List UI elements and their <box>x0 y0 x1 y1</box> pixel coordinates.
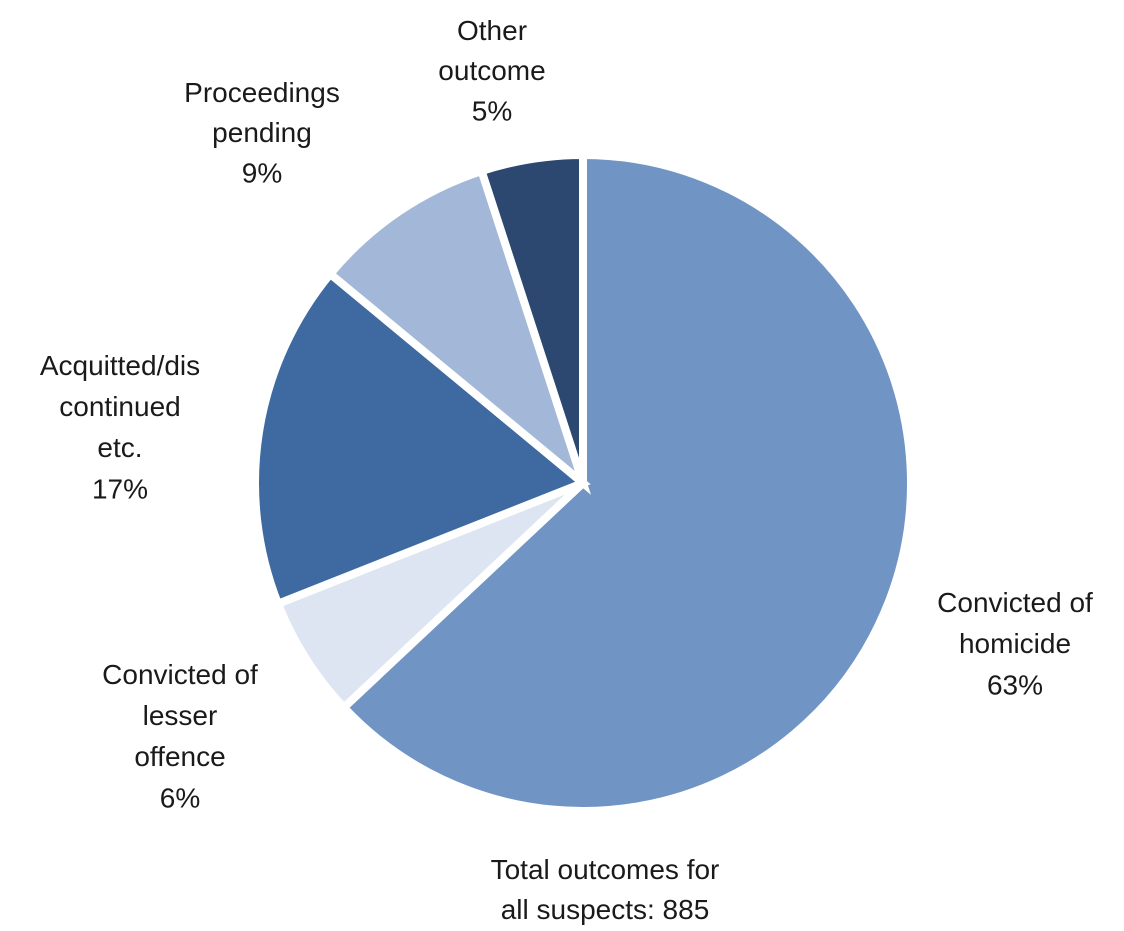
label-line: outcome <box>438 55 545 86</box>
label-line: Proceedings <box>184 77 340 108</box>
slice-label: Acquitted/dis continued etc. <box>40 350 200 463</box>
annotation: Total outcomes for all suspects: 885 <box>491 854 720 925</box>
label-line: lesser <box>143 700 218 731</box>
label-line: pending <box>212 117 312 148</box>
label-line: all suspects: 885 <box>501 894 710 925</box>
label-line: Convicted of <box>102 659 258 690</box>
label-line: Other <box>457 15 527 46</box>
label-line: Convicted of <box>937 587 1093 618</box>
pie-slice <box>251 268 591 609</box>
value-label: 6% <box>160 782 200 813</box>
label-line: Total outcomes for <box>491 854 720 885</box>
value-label: 5% <box>472 95 512 126</box>
value-label: 17% <box>92 473 148 504</box>
pie-slice <box>476 150 587 485</box>
label-line: Acquitted/dis <box>40 350 200 381</box>
slice-label: Other outcome <box>438 15 545 86</box>
value-label: 9% <box>242 157 282 188</box>
slice-label: Convicted of homicide <box>937 587 1093 659</box>
pie-slice <box>338 150 915 815</box>
slice-label: Proceedings pending <box>184 77 340 148</box>
label-line: homicide <box>959 628 1071 659</box>
label-line: continued <box>59 391 180 422</box>
pie-slice <box>324 166 592 495</box>
value-label: 63% <box>987 669 1043 700</box>
label-line: etc. <box>97 432 142 463</box>
label-line: offence <box>134 741 225 772</box>
slice-label: Convicted of lesser offence <box>102 659 258 772</box>
